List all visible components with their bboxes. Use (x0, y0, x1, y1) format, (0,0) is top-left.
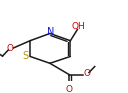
Text: O: O (66, 85, 73, 93)
Text: O: O (7, 44, 14, 53)
Text: O: O (84, 69, 90, 78)
Text: OH: OH (72, 22, 86, 31)
Text: N: N (47, 27, 54, 37)
Text: S: S (23, 51, 29, 61)
